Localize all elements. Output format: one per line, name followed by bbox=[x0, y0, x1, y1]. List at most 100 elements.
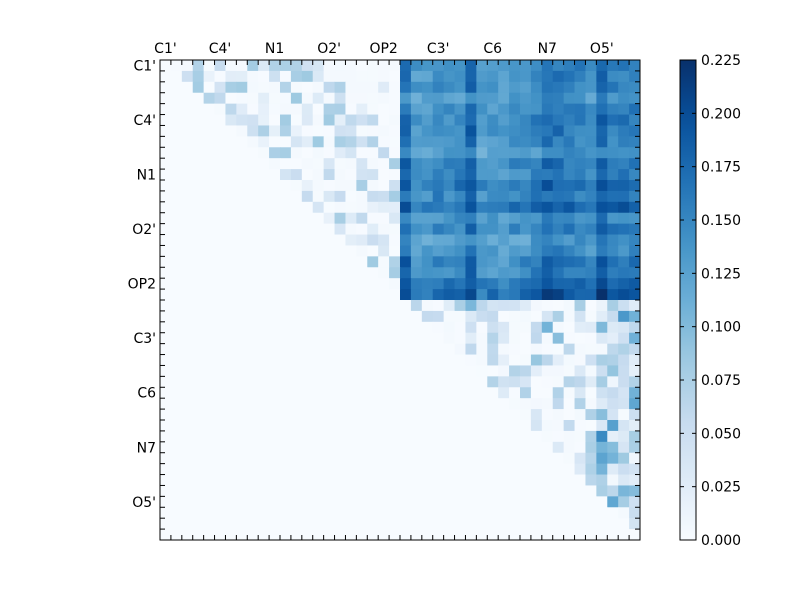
heatmap-cell bbox=[214, 256, 226, 268]
heatmap-cell bbox=[530, 201, 543, 214]
heatmap-cell bbox=[378, 387, 390, 399]
heatmap-cell bbox=[443, 92, 455, 105]
heatmap-cell bbox=[563, 321, 575, 334]
heatmap-cell bbox=[574, 441, 586, 454]
heatmap-cell bbox=[160, 114, 172, 126]
heatmap-cell bbox=[421, 180, 434, 192]
heatmap-cell bbox=[258, 190, 270, 203]
heatmap-cell bbox=[203, 136, 215, 148]
heatmap-cell bbox=[432, 300, 445, 312]
heatmap-cell bbox=[465, 365, 477, 377]
heatmap-cell bbox=[356, 289, 368, 301]
heatmap-cell bbox=[432, 485, 445, 497]
heatmap-cell bbox=[585, 365, 597, 377]
heatmap-cell bbox=[498, 529, 510, 541]
heatmap-cell bbox=[465, 354, 477, 366]
heatmap-cell bbox=[192, 201, 205, 214]
heatmap-cell bbox=[596, 343, 608, 355]
heatmap-cell bbox=[290, 60, 303, 72]
heatmap-cell bbox=[312, 70, 325, 83]
heatmap-cell bbox=[454, 223, 466, 235]
heatmap-cell bbox=[160, 343, 172, 355]
heatmap-cell bbox=[269, 343, 281, 355]
heatmap-cell bbox=[290, 180, 303, 192]
heatmap-cell bbox=[378, 409, 390, 421]
heatmap-cell bbox=[421, 387, 434, 399]
colorbar-tick-label: 0.150 bbox=[701, 213, 741, 229]
heatmap-cell bbox=[203, 365, 215, 377]
heatmap-cell bbox=[410, 180, 423, 192]
heatmap-cell bbox=[247, 278, 259, 290]
heatmap-cell bbox=[629, 518, 641, 530]
heatmap-cell bbox=[585, 234, 597, 246]
heatmap-cell bbox=[203, 147, 215, 159]
heatmap-cell bbox=[280, 321, 292, 334]
heatmap-cell bbox=[618, 354, 630, 366]
heatmap-cell bbox=[509, 463, 521, 475]
heatmap-cell bbox=[334, 60, 346, 72]
heatmap-cell bbox=[530, 256, 543, 268]
heatmap-cell bbox=[301, 147, 314, 159]
heatmap-cell bbox=[181, 300, 194, 312]
heatmap-cell bbox=[596, 321, 608, 334]
heatmap-cell bbox=[247, 387, 259, 399]
heatmap-cell bbox=[476, 245, 488, 257]
heatmap-cell bbox=[280, 409, 292, 421]
heatmap-cell bbox=[334, 267, 346, 279]
heatmap-cell bbox=[236, 452, 248, 465]
heatmap-cell bbox=[389, 474, 401, 486]
heatmap-cell bbox=[258, 452, 270, 465]
heatmap-cell bbox=[290, 452, 303, 465]
heatmap-cell bbox=[629, 223, 641, 235]
heatmap-cell bbox=[400, 430, 412, 443]
heatmap-cell bbox=[400, 212, 412, 225]
heatmap-cell bbox=[607, 332, 619, 345]
heatmap-cell bbox=[618, 398, 630, 410]
colorbar: 0.0000.0250.0500.0750.1000.1250.1500.175… bbox=[679, 53, 741, 549]
heatmap-cell bbox=[541, 245, 554, 257]
heatmap-cell bbox=[367, 212, 379, 225]
heatmap-cell bbox=[574, 92, 586, 105]
heatmap-cell bbox=[410, 430, 423, 443]
heatmap-cell bbox=[160, 190, 172, 203]
heatmap-cell bbox=[465, 332, 477, 345]
heatmap-cell bbox=[290, 321, 303, 334]
heatmap-cell bbox=[432, 190, 445, 203]
heatmap-cell bbox=[290, 332, 303, 345]
heatmap-cell bbox=[301, 92, 314, 105]
heatmap-cell bbox=[378, 463, 390, 475]
heatmap-cell bbox=[563, 136, 575, 148]
heatmap-cell bbox=[607, 496, 619, 508]
heatmap-cell bbox=[192, 441, 205, 454]
heatmap-cell bbox=[225, 332, 237, 345]
heatmap-cell bbox=[454, 114, 466, 126]
heatmap-cell bbox=[258, 496, 270, 508]
heatmap-cell bbox=[530, 278, 543, 290]
heatmap-cell bbox=[487, 103, 499, 115]
heatmap-cell bbox=[225, 60, 237, 72]
heatmap-cell bbox=[356, 474, 368, 486]
heatmap-cell bbox=[312, 190, 325, 203]
heatmap-cell bbox=[596, 310, 608, 323]
heatmap-cell bbox=[618, 430, 630, 443]
heatmap-cell bbox=[476, 376, 488, 388]
heatmap-cell bbox=[236, 441, 248, 454]
heatmap-cell bbox=[378, 474, 390, 486]
heatmap-cell bbox=[236, 387, 248, 399]
heatmap-cell bbox=[367, 343, 379, 355]
heatmap-cell bbox=[432, 289, 445, 301]
heatmap-cell bbox=[432, 452, 445, 465]
heatmap-cell bbox=[192, 136, 205, 148]
heatmap-cell bbox=[520, 212, 532, 225]
heatmap-cell bbox=[225, 321, 237, 334]
heatmap-cell bbox=[400, 310, 412, 323]
heatmap-cell bbox=[476, 60, 488, 72]
heatmap-cell bbox=[465, 485, 477, 497]
heatmap-cell bbox=[443, 234, 455, 246]
heatmap-cell bbox=[334, 147, 346, 159]
heatmap-cell bbox=[454, 300, 466, 312]
heatmap-cell bbox=[476, 343, 488, 355]
heatmap-cell bbox=[258, 147, 270, 159]
heatmap-cell bbox=[225, 103, 237, 115]
heatmap-cell bbox=[400, 147, 412, 159]
